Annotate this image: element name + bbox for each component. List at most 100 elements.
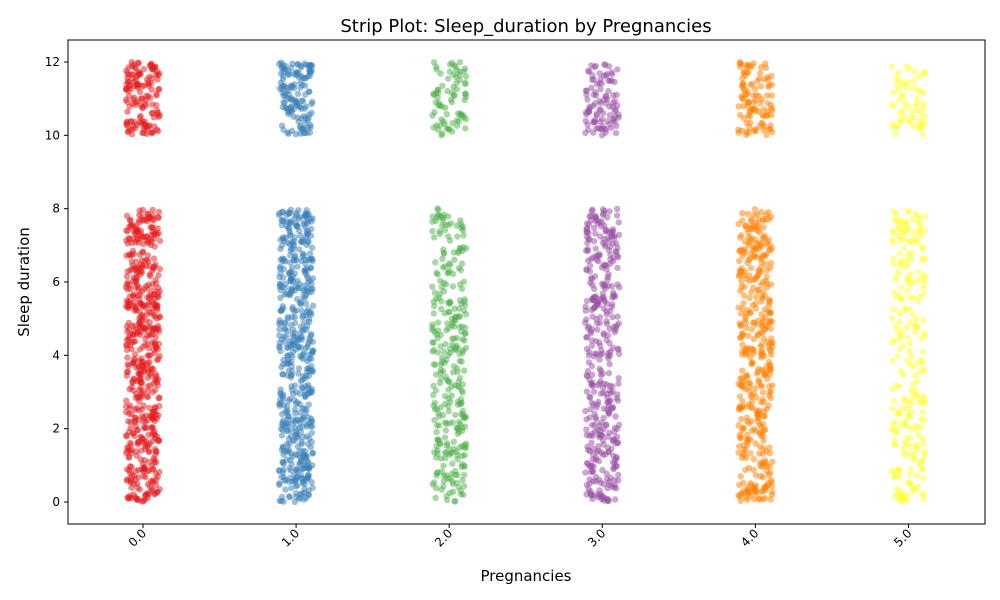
data-point xyxy=(278,497,285,505)
data-point xyxy=(745,229,752,236)
data-point xyxy=(434,334,441,342)
data-point xyxy=(908,353,915,360)
data-point xyxy=(130,430,137,437)
data-point xyxy=(607,308,614,315)
data-point xyxy=(300,478,307,485)
data-point xyxy=(123,368,131,376)
data-point xyxy=(739,252,746,260)
data-point xyxy=(603,100,610,107)
data-point xyxy=(140,402,147,409)
data-point xyxy=(297,344,305,351)
data-point xyxy=(442,450,449,457)
data-point xyxy=(915,432,922,439)
data-point xyxy=(608,124,615,131)
data-point xyxy=(295,370,302,377)
data-point xyxy=(434,447,441,454)
data-point xyxy=(447,220,455,227)
data-point xyxy=(459,407,466,415)
data-point xyxy=(153,373,160,380)
data-point xyxy=(743,374,750,381)
data-point xyxy=(451,256,458,263)
data-point xyxy=(453,67,461,74)
data-point xyxy=(747,250,754,257)
data-point xyxy=(913,107,921,114)
data-point xyxy=(736,393,744,400)
data-point xyxy=(596,356,603,363)
data-point xyxy=(304,440,312,448)
data-point xyxy=(757,83,765,90)
data-point xyxy=(763,405,770,412)
data-point xyxy=(309,215,316,222)
data-point xyxy=(758,208,765,216)
data-point xyxy=(599,110,607,117)
data-point xyxy=(442,373,450,381)
data-point xyxy=(454,233,461,240)
data-point xyxy=(584,121,591,128)
data-point xyxy=(434,94,441,101)
data-point xyxy=(591,100,599,107)
data-point xyxy=(447,450,454,457)
data-point xyxy=(444,320,451,327)
data-point xyxy=(138,95,145,102)
data-point xyxy=(440,462,447,469)
data-point xyxy=(899,405,906,412)
data-point xyxy=(137,379,145,386)
data-point xyxy=(897,250,904,258)
data-point xyxy=(765,319,773,326)
data-point xyxy=(460,68,468,75)
data-point xyxy=(596,251,603,258)
data-point xyxy=(143,393,151,400)
data-point xyxy=(436,102,443,110)
data-point xyxy=(762,252,769,259)
data-point xyxy=(767,496,774,503)
x-tick-label: 5.0 xyxy=(891,526,914,549)
data-point xyxy=(748,326,755,333)
data-point xyxy=(758,311,765,318)
data-point xyxy=(293,465,300,473)
data-point xyxy=(597,479,604,486)
data-point xyxy=(288,461,295,468)
data-point xyxy=(586,463,593,470)
data-point xyxy=(612,413,619,420)
data-point xyxy=(285,435,293,442)
data-point xyxy=(759,474,767,481)
data-point xyxy=(123,273,131,280)
data-point xyxy=(154,489,161,496)
data-point xyxy=(912,372,919,379)
data-point xyxy=(136,88,144,96)
data-point xyxy=(451,344,459,351)
data-point xyxy=(449,335,456,342)
data-point xyxy=(458,260,466,267)
data-point xyxy=(430,310,437,317)
data-point xyxy=(892,419,899,426)
data-point xyxy=(437,403,445,411)
data-point xyxy=(287,291,294,299)
data-point xyxy=(745,129,752,136)
data-point xyxy=(595,442,602,450)
data-point xyxy=(136,211,143,219)
data-point xyxy=(899,91,906,99)
data-point xyxy=(583,416,590,423)
data-point xyxy=(914,393,921,400)
data-point xyxy=(895,383,903,390)
data-point xyxy=(588,342,596,349)
data-point xyxy=(919,408,926,416)
y-tick-label: 4 xyxy=(52,348,60,362)
data-point xyxy=(146,448,153,455)
data-point xyxy=(456,357,463,365)
data-point xyxy=(130,71,137,78)
data-point xyxy=(905,480,912,487)
data-point xyxy=(588,337,596,344)
data-point xyxy=(442,427,449,434)
data-point xyxy=(450,363,458,370)
data-point xyxy=(597,367,605,374)
data-point xyxy=(296,102,303,110)
data-point xyxy=(921,399,929,406)
data-point xyxy=(921,227,929,235)
data-point xyxy=(889,88,897,96)
data-point xyxy=(458,323,466,330)
data-point xyxy=(615,231,623,239)
data-point xyxy=(601,222,608,229)
data-point xyxy=(446,345,454,352)
data-point xyxy=(613,433,621,441)
